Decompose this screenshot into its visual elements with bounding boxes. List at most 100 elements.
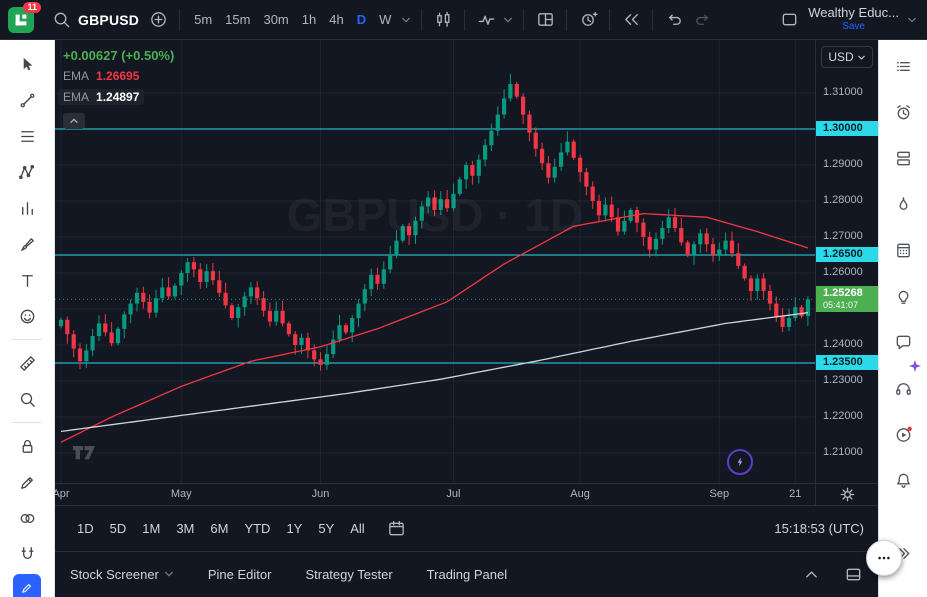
- collapse-legend-button[interactable]: [63, 113, 85, 129]
- tab-strategy-tester[interactable]: Strategy Tester: [305, 567, 392, 582]
- chart-style-icon[interactable]: [430, 7, 456, 33]
- screener-icon[interactable]: [886, 234, 920, 266]
- range-5Y[interactable]: 5Y: [311, 517, 341, 540]
- layout-name-button[interactable]: Wealthy Educ... Save: [808, 5, 899, 33]
- expand-panel-icon[interactable]: [798, 562, 824, 588]
- symbol-search-button[interactable]: GBPUSD: [44, 5, 143, 35]
- time-axis-labels: Apr May Jun Jul Aug Sep 21: [55, 484, 815, 505]
- toolbar-separator: [652, 8, 654, 31]
- restore-panel-icon[interactable]: [840, 562, 866, 588]
- price-tick: 1.26000: [823, 266, 863, 278]
- timeframe-30m[interactable]: 30m: [257, 8, 294, 31]
- boost-button[interactable]: [727, 449, 753, 475]
- compare-add-icon[interactable]: [145, 7, 171, 33]
- range-3M[interactable]: 3M: [169, 517, 201, 540]
- watchlist-icon[interactable]: [886, 50, 920, 82]
- zoom-tool[interactable]: [8, 383, 46, 415]
- forecast-tool[interactable]: [8, 192, 46, 224]
- text-tool[interactable]: [8, 264, 46, 296]
- currency-label: USD: [828, 50, 854, 64]
- alerts-icon[interactable]: [886, 96, 920, 128]
- time-axis[interactable]: Apr May Jun Jul Aug Sep 21: [55, 483, 878, 505]
- save-link[interactable]: Save: [842, 21, 865, 33]
- ruler-tool[interactable]: [8, 347, 46, 379]
- price-tick: 1.28000: [823, 194, 863, 206]
- timeframe-group: 5m 15m 30m 1h 4h D W: [188, 8, 397, 31]
- time-label-Sep: Sep: [709, 488, 730, 500]
- range-5D[interactable]: 5D: [103, 517, 134, 540]
- ema-slow-value: 1.24897: [96, 90, 140, 104]
- layout-controls: Wealthy Educ... Save: [776, 5, 919, 33]
- candlestick-chart[interactable]: [55, 40, 815, 483]
- redo-icon[interactable]: [689, 7, 715, 33]
- timeframe-4h[interactable]: 4h: [323, 8, 349, 31]
- news-icon[interactable]: [886, 142, 920, 174]
- support-icon[interactable]: [886, 372, 920, 404]
- tab-stock-screener[interactable]: Stock Screener: [70, 567, 174, 582]
- range-YTD[interactable]: YTD: [237, 517, 277, 540]
- tradingview-logo[interactable]: 11: [8, 1, 41, 33]
- eraser-tool[interactable]: [8, 466, 46, 498]
- currency-selector[interactable]: USD: [821, 46, 873, 68]
- indicators-icon[interactable]: [473, 7, 499, 33]
- shapes-tool[interactable]: [8, 502, 46, 534]
- notifications-icon[interactable]: [886, 464, 920, 496]
- hotlists-icon[interactable]: [886, 188, 920, 220]
- objects-tool[interactable]: [8, 538, 46, 570]
- lock-tool[interactable]: [8, 430, 46, 462]
- trend-line-tool[interactable]: [8, 84, 46, 116]
- layout-menu-caret-icon[interactable]: [905, 7, 919, 33]
- time-label-Aug: Aug: [570, 488, 590, 500]
- undo-icon[interactable]: [661, 7, 687, 33]
- price-tick: 1.22000: [823, 410, 863, 422]
- messenger-fab[interactable]: [866, 540, 902, 576]
- timeframe-1h[interactable]: 1h: [296, 8, 322, 31]
- chat-icon[interactable]: [886, 326, 920, 358]
- ai-sparkle-icon[interactable]: [907, 358, 923, 379]
- chevron-up-icon: [70, 118, 78, 124]
- timeframe-W[interactable]: W: [373, 8, 397, 31]
- chart-legend: +0.00627 (+0.50%) EMA 1.26695 EMA 1.2489…: [58, 48, 174, 129]
- timeframe-5m[interactable]: 5m: [188, 8, 218, 31]
- tab-trading-panel[interactable]: Trading Panel: [427, 567, 507, 582]
- indicators-menu-caret-icon[interactable]: [501, 7, 515, 33]
- tab-label: Trading Panel: [426, 567, 508, 582]
- brush-tool[interactable]: [8, 228, 46, 260]
- timeframe-15m[interactable]: 15m: [219, 8, 256, 31]
- fib-retracement-tool[interactable]: [8, 120, 46, 152]
- multichart-layout-icon[interactable]: [532, 7, 558, 33]
- ema-slow-row[interactable]: EMA 1.24897: [58, 89, 145, 105]
- xabcd-pattern-tool[interactable]: [8, 156, 46, 188]
- timeframe-menu-caret-icon[interactable]: [399, 7, 413, 33]
- ema-fast-row[interactable]: EMA 1.26695: [63, 69, 139, 83]
- notification-badge: 11: [23, 1, 41, 14]
- active-drawing-icon[interactable]: [13, 574, 41, 597]
- axis-settings-cell: [815, 484, 878, 505]
- cursor-tool[interactable]: [8, 48, 46, 80]
- chart-pane: GBPUSD · 1D +0.00627 (+0.50%) EMA 1.2669…: [55, 40, 878, 483]
- ideas-icon[interactable]: [886, 280, 920, 312]
- save-status-icon[interactable]: [776, 7, 802, 33]
- time-label-21: 21: [789, 488, 802, 500]
- toolbar-separator: [523, 8, 525, 31]
- tab-label: Strategy Tester: [305, 567, 393, 582]
- price-axis[interactable]: USD 1.31000 1.30000 1.29000 1.28000 1.27000 1…: [815, 40, 878, 483]
- bar-replay-icon[interactable]: [618, 7, 644, 33]
- current-price-value: 1.25268: [823, 287, 863, 300]
- emoji-tool[interactable]: [8, 300, 46, 332]
- timeframe-D[interactable]: D: [351, 8, 372, 31]
- tab-pine-editor[interactable]: Pine Editor: [208, 567, 272, 582]
- range-1Y[interactable]: 1Y: [279, 517, 309, 540]
- streams-icon[interactable]: [886, 418, 920, 450]
- range-All[interactable]: All: [343, 517, 371, 540]
- range-1M[interactable]: 1M: [135, 517, 167, 540]
- range-1D[interactable]: 1D: [70, 517, 101, 540]
- range-6M[interactable]: 6M: [203, 517, 235, 540]
- gear-icon[interactable]: [837, 485, 857, 505]
- create-alert-icon[interactable]: [575, 7, 601, 33]
- current-price-label: 1.25268 05:41:07: [816, 286, 878, 313]
- go-to-date-icon[interactable]: [384, 516, 410, 542]
- toolbar-separator: [464, 8, 466, 31]
- range-bar: 1D 5D 1M 3M 6M YTD 1Y 5Y All 15:18:53 (UTC): [55, 505, 878, 551]
